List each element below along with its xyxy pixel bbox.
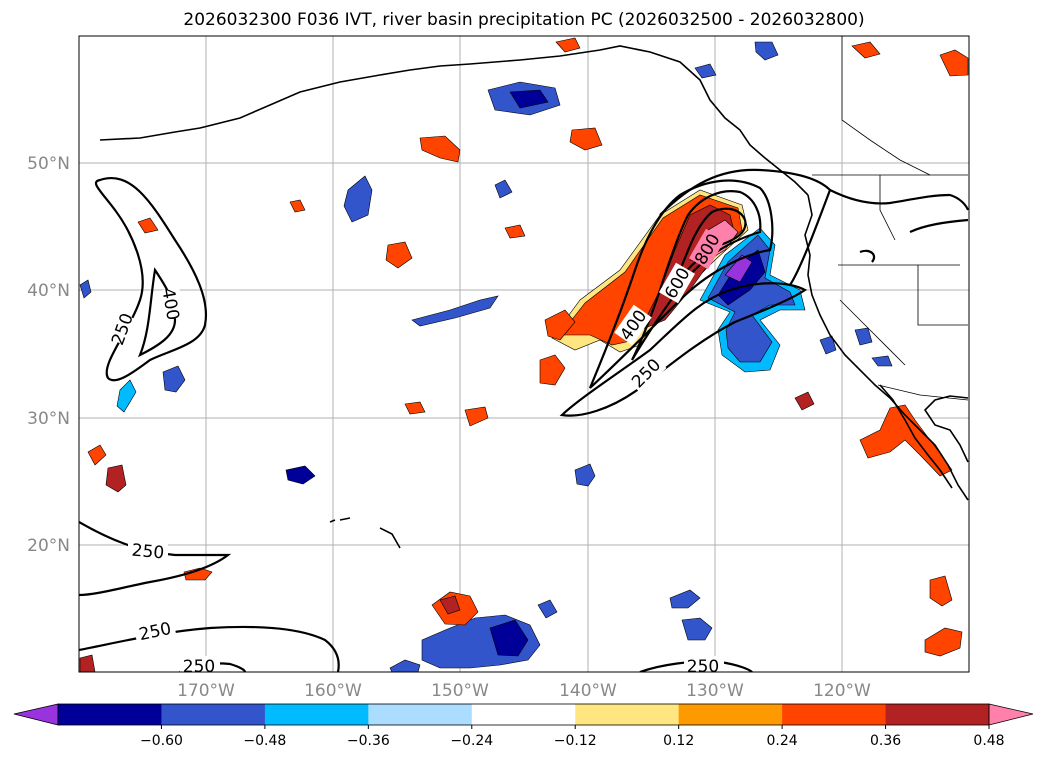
colorbar-extend-low (13, 703, 59, 726)
ivt-contours (79, 168, 969, 672)
positive-anomaly-patch (569, 127, 603, 151)
contour-label-250: 250 (687, 657, 719, 677)
negative-anomaly-patch (694, 63, 717, 79)
positive-anomaly-patch (924, 627, 963, 657)
colorbar-extend-high (988, 703, 1034, 726)
figure-title: 2026032300 F036 IVT, river basin precipi… (183, 10, 864, 30)
positive-anomaly-patch (929, 575, 953, 607)
lon-label: 160°W (304, 681, 362, 701)
negative-anomaly-patch (79, 279, 92, 299)
positive-anomaly-patch (539, 354, 566, 386)
colorbar-segment (471, 704, 576, 725)
us-state-border (838, 175, 968, 366)
alaska-coastline (99, 45, 809, 196)
colorbar-segment (575, 704, 680, 725)
positive-anomaly-patch (555, 37, 581, 53)
positive-anomaly-patch (439, 595, 461, 615)
negative-anomaly-patch (411, 295, 499, 327)
colorbar: −0.60 −0.48 −0.36 −0.24 −0.12 0.12 0.24 0.36 0.4… (13, 703, 1034, 749)
map-frame (78, 35, 970, 673)
colorbar-segment (885, 704, 990, 725)
colorbar-segment (782, 704, 887, 725)
positive-anomaly-patch (79, 654, 96, 672)
us-mexico-border (877, 384, 969, 401)
negative-anomaly-patch (343, 175, 373, 223)
positive-anomaly-patch (404, 401, 426, 415)
positive-anomaly-patch (464, 406, 489, 427)
positive-anomaly-patch (385, 241, 413, 269)
lat-label: 50°N (27, 154, 70, 174)
negative-anomaly-patch (116, 379, 137, 413)
negative-anomaly-patch (871, 355, 893, 367)
contour-label-250: 250 (131, 541, 165, 564)
lat-label: 30°N (27, 409, 70, 429)
colorbar-segment (161, 704, 266, 725)
colorbar-segment (368, 704, 473, 725)
positive-anomaly-patch (794, 391, 815, 411)
negative-anomaly-patch (494, 179, 513, 199)
colorbar-tick-label: 0.36 (870, 733, 901, 749)
ivt-contour-coast (829, 189, 969, 263)
political-borders (812, 36, 969, 401)
negative-anomaly-patch (537, 599, 558, 619)
negative-anomaly-patch (854, 327, 873, 346)
map-panel: 250 400 250 250 250 250 400 600 800 250 (78, 35, 970, 677)
north-america-coastline (804, 194, 969, 501)
positive-anomaly-patch (939, 49, 969, 77)
mexico-coastline (923, 395, 969, 463)
colorbar-frame (57, 703, 990, 726)
colorbar-tick-label: −0.24 (450, 733, 493, 749)
lat-label: 40°N (27, 281, 70, 301)
baja-coastline (879, 384, 953, 489)
colorbar-tick-label: −0.12 (554, 733, 597, 749)
negative-anomaly-patch (162, 365, 186, 393)
positive-anomaly-patch (289, 199, 306, 213)
colorbar-tick-label: 0.12 (663, 733, 694, 749)
positive-anomaly-patch (105, 464, 127, 493)
lon-label: 140°W (559, 681, 617, 701)
negative-anomaly-coast-core (707, 234, 796, 363)
colorbar-tick-label: −0.60 (140, 733, 183, 749)
graticule (79, 36, 969, 672)
positive-anomaly-patch (504, 224, 526, 239)
ivt-contour-250-left (94, 177, 208, 382)
negative-anomaly-patch (681, 617, 713, 641)
positive-anomaly-patch (419, 135, 461, 163)
positive-anomaly-patch (87, 444, 107, 466)
lat-label: 20°N (27, 536, 70, 556)
negative-anomaly-patch (489, 619, 529, 657)
colorbar-tick-label: −0.36 (347, 733, 390, 749)
colorbar-tick-label: 0.48 (973, 733, 1004, 749)
colorbar-segment (58, 704, 162, 725)
colorbar-tick-label: −0.48 (243, 733, 286, 749)
positive-anomaly-patch (183, 567, 213, 581)
us-state-border (841, 36, 931, 176)
negative-anomaly-patch (509, 89, 549, 109)
negative-anomaly-patch (669, 589, 701, 609)
negative-anomaly-patch (574, 463, 596, 487)
lon-label: 150°W (431, 681, 489, 701)
negative-anomaly-patch (389, 659, 421, 672)
contour-label-250: 250 (183, 657, 215, 677)
negative-anomaly-patch (285, 465, 316, 485)
colorbar-tick-label: 0.24 (767, 733, 798, 749)
negative-anomaly-patch (754, 41, 779, 61)
ivt-contour-250-south (79, 521, 232, 597)
colorbar-segment (678, 704, 783, 725)
lon-label: 120°W (813, 681, 871, 701)
colorbar-segment (264, 704, 369, 725)
coastlines (99, 45, 969, 549)
positive-anomaly-patch (544, 309, 576, 341)
positive-anomaly-patch (851, 41, 881, 59)
longitude-labels: 170°W 160°W 150°W 140°W 130°W 120°W (177, 681, 871, 701)
ivt-contour-250-south2 (79, 625, 340, 672)
map-background (79, 36, 969, 672)
negative-anomaly-patch (819, 335, 837, 355)
lon-label: 130°W (686, 681, 744, 701)
positive-anomaly-patch (137, 217, 159, 234)
lon-label: 170°W (177, 681, 235, 701)
island-chain (329, 517, 401, 549)
latitude-labels: 50°N 40°N 30°N 20°N (27, 154, 70, 556)
